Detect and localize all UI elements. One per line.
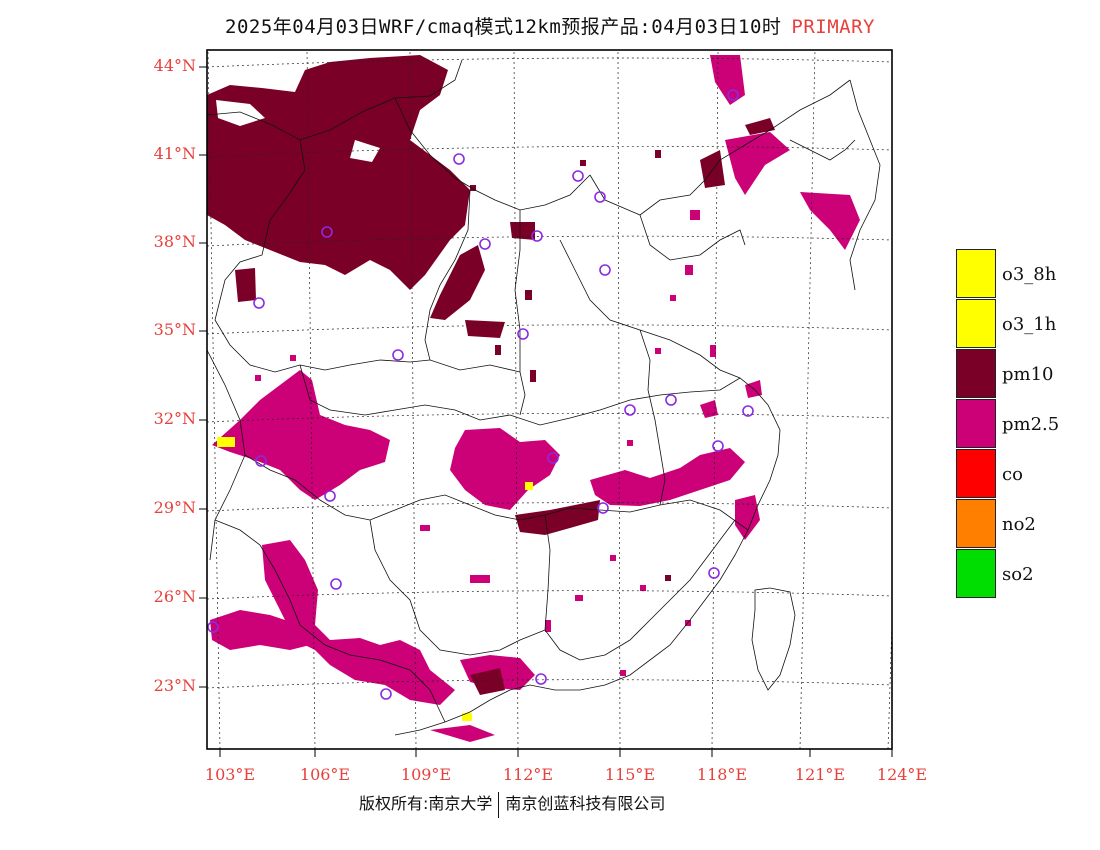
legend-label-pm10: pm10 — [1002, 364, 1054, 385]
map-frame — [206, 49, 893, 750]
pm10-guangdong — [470, 668, 505, 695]
station-markers — [207, 89, 754, 700]
lat-label-32n: 32°N — [153, 409, 196, 428]
pm25-sichuan — [212, 370, 390, 500]
legend-label-o3-8h: o3_8h — [1002, 264, 1057, 285]
pm25-central — [450, 428, 560, 510]
legend-swatch-pm10 — [956, 349, 996, 398]
lon-label-112e: 112°E — [502, 765, 554, 784]
lat-label-35n: 35°N — [153, 320, 196, 339]
lat-label-44n: 44°N — [153, 56, 196, 75]
lon-label-115e: 115°E — [604, 765, 656, 784]
legend-label-co: co — [1002, 464, 1023, 485]
lon-label-103e: 103°E — [204, 765, 256, 784]
pm10-band-loess — [430, 245, 505, 338]
legend-label-pm25: pm2.5 — [1002, 414, 1060, 435]
lat-label-26n: 26°N — [153, 587, 196, 606]
title-text: 2025年04月03日WRF/cmaq模式12km预报产品:04月03日10时 — [225, 16, 782, 38]
map-field — [207, 50, 892, 749]
pm25-jiangxi-band — [590, 448, 745, 506]
lon-label-121e: 121°E — [794, 765, 846, 784]
pm25-northeast-streak — [710, 55, 860, 250]
scattered-cells — [255, 210, 716, 676]
legend-swatch-pm25 — [956, 399, 996, 448]
boundaries — [207, 59, 881, 736]
pm10-ningxia — [235, 268, 256, 302]
legend-swatch-no2 — [956, 499, 996, 548]
pm10-band-shanxi — [510, 222, 535, 300]
legend-swatch-o3-1h — [956, 299, 996, 348]
lon-label-106e: 106°E — [299, 765, 351, 784]
pm10-northeast-streak — [700, 118, 775, 188]
lat-label-41n: 41°N — [153, 144, 196, 163]
legend-swatch-o3-8h — [956, 249, 996, 298]
o3-patch-south — [462, 713, 472, 721]
legend-label-o3-1h: o3_1h — [1002, 314, 1057, 335]
pm25-yunnan — [262, 540, 455, 705]
legend-swatch-so2 — [956, 549, 996, 598]
legend-swatch-co — [956, 449, 996, 498]
footer-separator — [498, 791, 500, 818]
legend-label-so2: so2 — [1002, 564, 1034, 585]
footer-right: 南京创蓝科技有限公司 — [505, 794, 666, 813]
pm25-guangdong — [430, 655, 535, 742]
lat-label-29n: 29°N — [153, 498, 196, 517]
title-primary-tag: PRIMARY — [791, 16, 875, 38]
copyright-footer: 版权所有:南京大学 南京创蓝科技有限公司 — [359, 790, 665, 818]
pm10-central-band — [515, 500, 600, 535]
pm25-lower-yangtze — [700, 380, 762, 418]
pm10-region-northwest — [207, 55, 470, 290]
o3-patch-west — [217, 437, 235, 447]
footer-left: 版权所有:南京大学 — [359, 794, 493, 813]
legend-label-no2: no2 — [1002, 514, 1036, 535]
lon-label-124e: 124°E — [876, 765, 928, 784]
o3-patch-central — [525, 482, 533, 490]
pm10-holes-northwest — [216, 100, 380, 162]
map-title: 2025年04月03日WRF/cmaq模式12km预报产品:04月03日10时 P… — [0, 12, 1100, 39]
tick-marks — [199, 66, 893, 757]
lon-label-109e: 109°E — [400, 765, 452, 784]
pm25-fujian-coast — [735, 495, 760, 540]
lat-label-23n: 23°N — [153, 676, 196, 695]
lat-label-38n: 38°N — [153, 232, 196, 251]
lon-label-118e: 118°E — [696, 765, 748, 784]
scattered-cells-pm10 — [470, 150, 671, 581]
